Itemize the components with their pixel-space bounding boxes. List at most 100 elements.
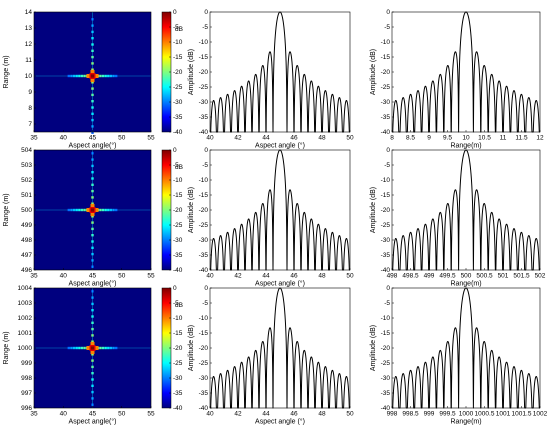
y-tick-label: 1004 (18, 285, 33, 292)
y-axis-label: Amplitude (dB) (370, 49, 377, 95)
y-tick-label: 12 (25, 41, 33, 48)
x-tick-label: 35 (30, 411, 38, 418)
x-tick-label: 50 (118, 135, 126, 142)
amplitude-line (391, 11, 541, 133)
peak-cell (90, 346, 95, 350)
peak-cell (90, 208, 95, 212)
x-tick-label: 44 (262, 411, 270, 418)
x-tick-label: 10.5 (478, 135, 491, 142)
x-tick-label: 40 (60, 411, 68, 418)
x-tick-label: 12 (536, 135, 544, 142)
x-axis-label: Aspect angle (°) (255, 142, 305, 150)
plot-frame (209, 149, 351, 271)
y-tick-label: -35 (381, 114, 391, 121)
x-tick-label: 48 (318, 411, 326, 418)
x-tick-label: 55 (147, 135, 155, 142)
x-tick-label: 35 (30, 135, 38, 142)
x-tick-label: 45 (89, 135, 97, 142)
colorbar-tick-label: -10 (173, 315, 183, 322)
y-tick-label: -10 (381, 177, 391, 184)
y-tick-label: -20 (381, 69, 391, 76)
amplitude-line (209, 11, 351, 133)
colorbar-tick-label: -15 (173, 54, 183, 61)
x-tick-label: 8 (390, 135, 394, 142)
y-tick-label: 1001 (18, 330, 33, 337)
y-tick-label: -40 (381, 405, 391, 412)
colorbar-tick-label: -30 (173, 375, 183, 382)
x-tick-label: 40 (206, 135, 214, 142)
y-tick-label: -10 (381, 39, 391, 46)
y-tick-label: -5 (202, 162, 208, 169)
plot-frame (391, 149, 541, 271)
y-tick-label: 11 (25, 57, 32, 64)
colorbar-tick-label: -40 (173, 267, 183, 274)
y-tick-label: 10 (25, 73, 33, 80)
y-tick-label: -20 (381, 207, 391, 214)
colorbar-tick-label: -15 (173, 192, 183, 199)
y-tick-label: 498 (21, 237, 32, 244)
y-tick-label: -25 (381, 84, 391, 91)
x-tick-label: 1000.5 (475, 411, 495, 418)
x-tick-label: 42 (234, 411, 242, 418)
x-tick-label: 1001 (496, 411, 511, 418)
y-tick-label: -40 (199, 405, 209, 412)
x-tick-label: 35 (30, 273, 38, 280)
x-tick-label: 499 (424, 273, 435, 280)
y-tick-label: 0 (386, 285, 390, 292)
x-axis-label: Range(m) (450, 281, 481, 288)
y-tick-label: 1002 (18, 315, 33, 322)
colorbar-tick-label: -30 (173, 237, 183, 244)
y-tick-label: -5 (384, 162, 390, 169)
y-tick-label: -40 (199, 267, 209, 274)
plot-frame (391, 287, 541, 409)
colorbar-tick-label: -35 (173, 390, 183, 397)
y-tick-label: -10 (199, 177, 209, 184)
colorbar-unit-label: dB (175, 302, 183, 309)
y-tick-label: -25 (381, 360, 391, 367)
y-axis-label: Range (m) (3, 55, 10, 88)
y-axis-label: Amplitude (dB) (188, 49, 195, 95)
y-tick-label: -15 (381, 192, 391, 199)
y-tick-label: -15 (199, 54, 209, 61)
y-tick-label: 1003 (18, 300, 33, 307)
line-plot-panel: 498 498.5 499 499.5 500 500.5 501 501.5 502 0 -5 -1… (370, 147, 546, 287)
x-tick-label: 50 (118, 273, 126, 280)
plot-frame (209, 11, 351, 133)
y-tick-label: 8 (28, 105, 32, 112)
colorbar-tick-label: -25 (173, 84, 183, 91)
y-tick-label: -35 (381, 390, 391, 397)
colorbar-tick-label: -5 (173, 300, 179, 307)
x-tick-label: 50 (346, 411, 354, 418)
colorbar: 0 -5 -10 -15 -20 -25 -30 -35 -40 dB (161, 147, 183, 274)
y-axis-label: Range (m) (3, 331, 10, 364)
y-tick-label: -30 (199, 99, 209, 106)
colorbar-tick-label: -5 (173, 24, 179, 31)
colorbar-tick-label: -35 (173, 114, 183, 121)
y-tick-label: -15 (381, 330, 391, 337)
x-axis-label: Aspect angle(°) (69, 142, 117, 150)
x-tick-label: 44 (262, 273, 270, 280)
x-tick-label: 40 (60, 135, 68, 142)
colorbar-tick-label: -40 (173, 405, 183, 412)
heatmap-panel: 35 40 45 50 55 496 497 498 499 500 501 502 503 504 Asp… (3, 147, 155, 287)
line-plot-panel: 40 42 44 46 48 50 0 -5 -10 -15 -20 -25 -30 -35 -40 Aspe… (188, 9, 354, 149)
colorbar-tick-label: -5 (173, 162, 179, 169)
x-tick-label: 46 (290, 411, 298, 418)
x-tick-label: 42 (234, 135, 242, 142)
sidelobe-cell (91, 131, 94, 134)
y-tick-label: -5 (202, 300, 208, 307)
y-tick-label: -40 (199, 129, 209, 136)
colorbar-tick-label: -20 (173, 207, 183, 214)
y-tick-label: -20 (199, 207, 209, 214)
x-tick-label: 8.5 (406, 135, 415, 142)
x-axis-label: Range(m) (450, 143, 481, 150)
y-tick-label: -25 (199, 360, 209, 367)
y-tick-label: 501 (21, 192, 32, 199)
y-tick-label: 0 (204, 285, 208, 292)
x-tick-label: 50 (346, 273, 354, 280)
y-tick-label: -15 (199, 192, 209, 199)
colorbar-tick-label: -30 (173, 99, 183, 106)
y-tick-label: 504 (21, 147, 32, 154)
x-tick-label: 45 (89, 273, 97, 280)
